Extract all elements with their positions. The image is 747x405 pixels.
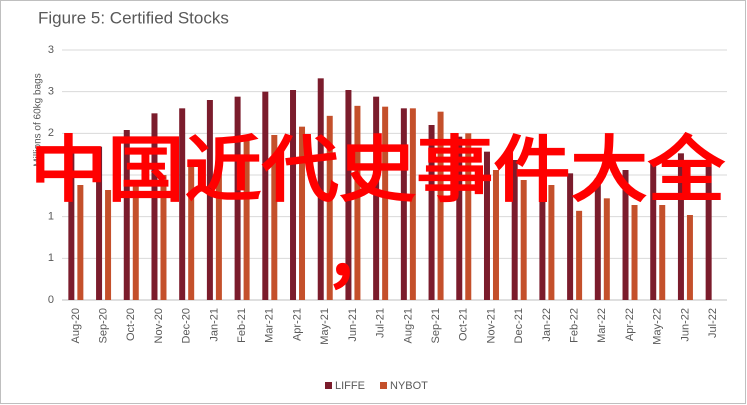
bar xyxy=(188,165,195,300)
bar xyxy=(326,115,333,300)
bar xyxy=(123,130,130,300)
bar xyxy=(511,160,518,300)
bar xyxy=(354,105,361,300)
bar xyxy=(456,136,463,300)
bar xyxy=(290,90,297,300)
x-tick-label: Sep-21 xyxy=(430,308,442,343)
bar xyxy=(317,78,324,300)
bar xyxy=(567,173,574,300)
bar xyxy=(603,198,610,300)
x-tick-label: Aug-20 xyxy=(70,308,82,343)
x-tick-label: Oct-20 xyxy=(125,308,137,341)
bar xyxy=(345,90,352,300)
legend-label: NYBOT xyxy=(390,380,428,392)
bar xyxy=(483,151,490,300)
bar xyxy=(409,108,416,300)
bar xyxy=(262,91,269,301)
x-tick-label: Apr-21 xyxy=(291,308,303,341)
bar xyxy=(686,215,693,300)
bar xyxy=(428,125,435,300)
x-tick-label: Dec-20 xyxy=(181,308,193,343)
y-tick-label: 2 xyxy=(48,169,54,181)
bar xyxy=(465,133,472,300)
x-tick-label: Apr-22 xyxy=(624,308,636,341)
bar xyxy=(492,170,499,300)
x-tick-label: May-22 xyxy=(652,308,664,345)
legend-swatch xyxy=(380,382,387,389)
bar xyxy=(400,108,407,300)
bar xyxy=(622,170,629,300)
x-tick-label: Feb-22 xyxy=(569,308,581,343)
bar xyxy=(105,190,112,300)
x-tick-label: Oct-21 xyxy=(458,308,470,341)
chart-title: Figure 5: Certified Stocks xyxy=(38,8,229,27)
bar xyxy=(539,170,546,300)
bar xyxy=(132,185,139,300)
y-tick-label: 2 xyxy=(48,127,54,139)
bar xyxy=(437,111,444,301)
bar xyxy=(650,160,657,300)
x-tick-label: Mar-22 xyxy=(596,308,608,343)
y-tick-label: 3 xyxy=(48,86,54,98)
x-tick-label: Jun-22 xyxy=(679,308,691,342)
x-tick-label: Jan-22 xyxy=(541,308,553,342)
y-tick-label: 0 xyxy=(48,294,54,306)
x-tick-label: Nov-21 xyxy=(485,308,497,343)
bar xyxy=(77,185,84,300)
x-tick-label: Jul-21 xyxy=(375,308,387,338)
bar xyxy=(705,160,712,300)
overlay-headline: 中国近代史事件大全 xyxy=(30,131,726,211)
bar xyxy=(243,140,250,300)
x-tick-label: Jul-22 xyxy=(707,308,719,338)
bar xyxy=(151,113,158,300)
x-tick-label: Jan-21 xyxy=(208,308,220,342)
x-tick-label: Dec-21 xyxy=(513,308,525,343)
bar xyxy=(96,146,103,300)
bar xyxy=(179,108,186,300)
y-tick-label: 1 xyxy=(48,252,54,264)
bar xyxy=(382,106,389,301)
bar xyxy=(631,205,638,300)
x-tick-label: Feb-21 xyxy=(236,308,248,343)
legend-label: LIFFE xyxy=(335,380,365,392)
bar xyxy=(520,180,527,300)
legend-swatch xyxy=(325,382,332,389)
x-tick-label: Mar-21 xyxy=(264,308,276,343)
bar xyxy=(68,146,75,300)
bar xyxy=(677,153,684,300)
x-tick-label: Nov-20 xyxy=(153,308,165,343)
bar xyxy=(299,126,306,301)
x-tick-label: Aug-21 xyxy=(402,308,414,343)
bar xyxy=(576,210,583,300)
x-tick-label: Jun-21 xyxy=(347,308,359,342)
x-tick-label: May-21 xyxy=(319,308,331,345)
bar xyxy=(659,205,666,300)
bar xyxy=(271,135,278,300)
bar xyxy=(215,155,222,300)
bar xyxy=(594,178,601,300)
x-tick-label: Sep-20 xyxy=(97,308,109,343)
bar xyxy=(160,175,167,300)
y-tick-label: 1 xyxy=(48,211,54,223)
bar xyxy=(206,100,213,300)
overlay-mark: ， xyxy=(325,217,397,297)
y-tick-label: 3 xyxy=(48,44,54,56)
bar xyxy=(234,96,241,301)
y-axis-label: Millions of 60kg bags xyxy=(33,73,44,166)
bar xyxy=(548,185,555,300)
bar xyxy=(373,96,380,301)
